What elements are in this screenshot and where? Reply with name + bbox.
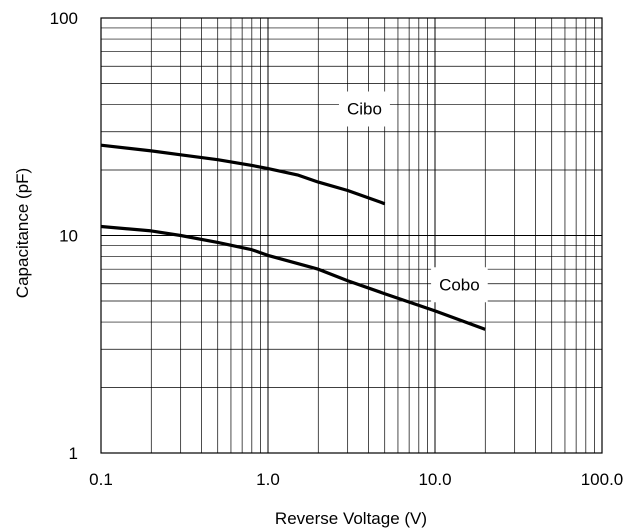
- y-tick-label: 1: [69, 444, 78, 463]
- y-tick-labels: 1 10 100: [50, 9, 78, 463]
- y-tick-label: 10: [59, 227, 78, 246]
- series-curve-cobo: [100, 224, 486, 331]
- x-tick-label: 10.0: [418, 470, 451, 489]
- x-tick-label: 0.1: [89, 470, 113, 489]
- series-label-background: [338, 91, 390, 127]
- x-tick-labels: 0.1 1.0 10.0 100.0: [89, 470, 623, 489]
- series-curves: [100, 143, 486, 331]
- x-tick-label: 1.0: [256, 470, 280, 489]
- series-label-background: [431, 267, 488, 303]
- y-tick-label: 100: [50, 9, 78, 28]
- y-axis-title: Capacitance (pF): [13, 168, 32, 298]
- series-curve-cibo: [100, 143, 386, 206]
- grid-lines: [100, 18, 602, 454]
- series-labels: Cibo Cobo: [338, 91, 488, 303]
- series-label-cibo: Cibo: [347, 100, 382, 119]
- plot-frame: [100, 17, 603, 454]
- x-tick-label: 100.0: [581, 470, 624, 489]
- x-axis-title: Reverse Voltage (V): [275, 509, 427, 528]
- series-label-cobo: Cobo: [439, 275, 480, 294]
